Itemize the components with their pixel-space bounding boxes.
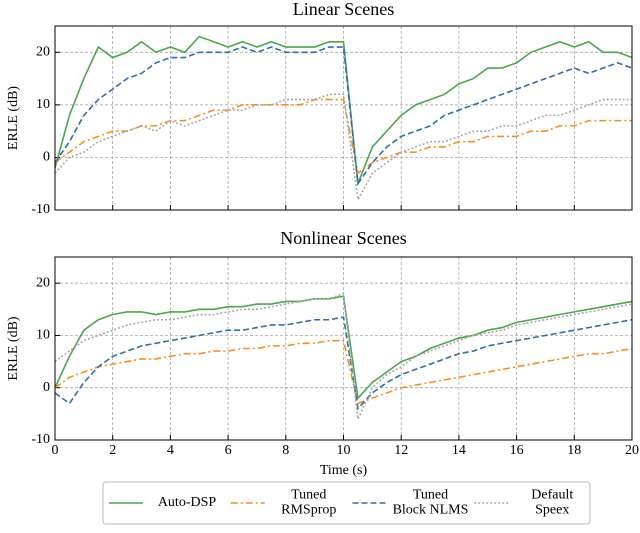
- series-line: [54, 98, 632, 175]
- legend-label: Tuned Block NLMS: [393, 488, 469, 518]
- series-line: [54, 93, 632, 202]
- x-tick-label: 20: [625, 443, 639, 458]
- series-line: [54, 46, 633, 186]
- x-tick-label: 14: [452, 443, 466, 458]
- x-axis-label: Time (s): [320, 463, 368, 478]
- x-tick-label: 4: [167, 443, 174, 458]
- plot-frame: [54, 256, 633, 441]
- legend: Auto-DSP Tuned RMSprop Tuned Block NLMS Defau…: [102, 481, 591, 525]
- series-line: [54, 316, 633, 411]
- series-line: [54, 292, 633, 423]
- series-line: [54, 295, 633, 400]
- y-tick-label: 20: [36, 275, 50, 290]
- legend-label: Default Speex: [531, 488, 573, 518]
- x-tick-label: 2: [109, 443, 116, 458]
- legend-label: Tuned RMSprop: [281, 488, 336, 518]
- x-tick-label: 18: [567, 443, 581, 458]
- y-tick-label: 10: [36, 97, 50, 112]
- y-tick-label: 0: [43, 380, 50, 395]
- y-tick-label: -10: [31, 432, 50, 447]
- plot-frame: [54, 25, 633, 211]
- x-tick-label: 12: [394, 443, 408, 458]
- chart-title: Linear Scenes: [293, 0, 394, 19]
- legend-label: Auto-DSP: [158, 495, 217, 510]
- legend-frame: [102, 481, 591, 525]
- chart-title: Nonlinear Scenes: [280, 228, 406, 248]
- x-tick-label: 6: [225, 443, 232, 458]
- series-line: [54, 339, 633, 405]
- x-tick-label: 8: [282, 443, 289, 458]
- x-tick-label: 16: [510, 443, 524, 458]
- x-tick-label: 0: [52, 443, 59, 458]
- y-tick-label: 10: [36, 328, 50, 343]
- series-line: [54, 35, 633, 185]
- y-tick-label: 0: [43, 150, 50, 165]
- y-axis-label: ERLE (dB): [6, 316, 21, 380]
- y-axis-label: ERLE (dB): [6, 86, 21, 150]
- x-tick-label: 10: [337, 443, 351, 458]
- y-tick-label: -10: [31, 202, 50, 217]
- y-tick-label: 20: [36, 45, 50, 60]
